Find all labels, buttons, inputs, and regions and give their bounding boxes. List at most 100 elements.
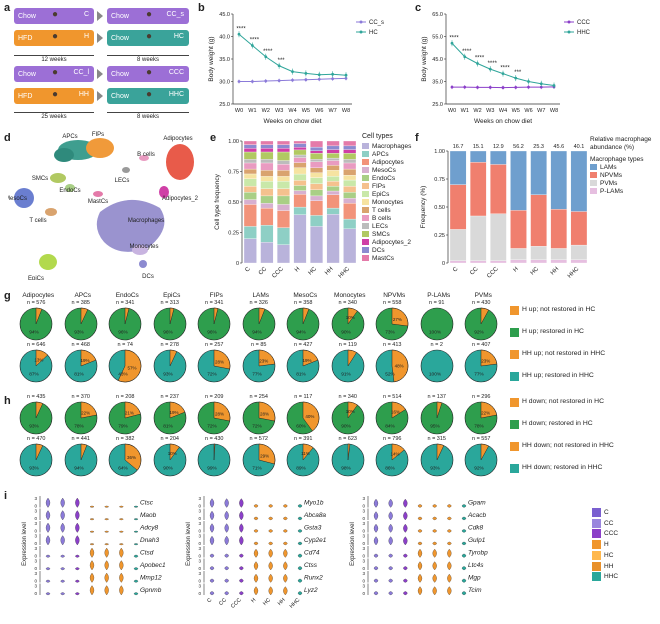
pie-pct-label: 86% [385,466,395,472]
legend-swatch [510,464,519,473]
violin-shape [89,518,95,521]
pie-n-label: n = 209 [204,394,224,400]
violin-shape [133,530,139,533]
pie-pct-label: 81% [163,424,173,430]
panel-label-i: i [4,490,8,502]
legend-label: Adipocytes_2 [372,239,412,246]
data-point [291,78,294,82]
data-point [277,79,281,82]
bar-segment-mastcs [343,140,357,147]
gene-label: Acacb [467,512,486,519]
violin-shape [417,529,423,533]
legend-item: Macrophages [362,143,411,151]
macrophage-types-title: Macrophage types [590,156,644,163]
pie-slice-not-restored [169,401,185,419]
y-axis-label: Expression level [186,522,192,566]
bar-segment-npvms [449,184,467,230]
y-tick-label: 0 [198,529,201,534]
cluster-label: DCs [142,274,154,280]
legend-item: SMCs [362,231,411,239]
violin-shape [447,504,452,508]
y-tick-label: 0 [198,579,201,584]
violin-shape [403,536,408,546]
violin-shape [75,522,80,533]
violin-shape [89,585,95,596]
y-tick-label: 0 [34,504,37,509]
violin-shape [60,579,65,583]
pie-chart: 16% 84% [375,401,409,435]
gene-label: Cdk8 [468,524,484,531]
bar-segment-monocytes [310,172,324,178]
cell-type-header: P-LAMs [427,292,451,299]
violin-shape [417,548,423,558]
violin-shape [119,547,124,558]
x-tick-label: HC [530,266,541,277]
legend-label: HH [604,562,614,570]
bar-segment-pvms [510,248,527,260]
y-tick-label: 3 [34,521,37,526]
pie-slice-not-restored [481,443,490,461]
cell-type-header: NPVMs [383,292,406,299]
bar-segment-lecs [343,159,357,164]
violin-shape [268,516,273,521]
bar-segment-pvms [469,215,487,261]
legend-label: H up; not restored in HC [522,306,596,313]
legend-item: T cells [362,207,411,215]
pie-chart: 28% 72% [197,401,231,435]
violin-shape [461,566,467,571]
bar-segment-mesocs [243,199,257,205]
gene-label: Ltc4s [468,562,484,569]
violin-shape [417,586,423,596]
pie-n-label: n = 557 [471,436,491,442]
x-tick-label: W6 [524,108,532,114]
violin-shape [239,591,244,596]
bar-segment-pvms [550,248,568,260]
pie-slice-not-restored [258,443,275,465]
significance-stars: *** [278,58,286,64]
violin-shape [60,554,65,558]
pie-slice-not-restored [303,307,310,325]
pie-pct-label: 72% [207,424,217,430]
bar-segment-b-cells [293,157,307,163]
violin-shape [224,566,229,571]
y-tick-label: 0 [362,504,365,509]
violin-shape [224,498,229,508]
pie-n-label: n = 85 [251,342,267,348]
violin-shape [417,541,423,546]
group-box-cc-s: Chow ● CC_s [107,8,189,24]
violin-shape [75,497,80,508]
pie-chart: 91% [331,349,365,383]
cell-type-header: Adipocytes [22,292,55,299]
pie-slice-pct: 10% [167,451,176,456]
bar-segment-mesocs [326,190,340,195]
pie-pct-label: 93% [74,330,84,336]
data-point [450,85,454,89]
violin-shape [133,543,139,546]
x-tick-label: CCC [486,266,500,280]
panel-label-b: b [198,2,205,14]
legend-item: H [592,540,618,551]
bar-segment-mesocs [310,195,324,201]
pie-pct-label: 78% [74,424,84,430]
data-point [488,85,492,89]
legend-swatch [362,199,369,206]
pie-chart: 19% 81% [64,349,98,383]
violin-shape [461,541,467,546]
abundance-label: 56.2 [513,144,524,150]
y-tick-label: 0 [236,261,239,267]
pie-chart: 95% [420,401,454,435]
y-axis-label: Expression level [22,522,28,566]
pie-slice-not-restored [80,307,88,325]
violin-shape [89,530,95,533]
violin-shape [461,504,467,508]
y-tick-label: 0 [198,554,201,559]
bar-segment-endocs [276,195,290,205]
legend-label: P-LAMs [600,188,624,195]
pie-pct-label: 89% [296,466,306,472]
pie-n-label: n = 204 [160,436,179,442]
data-point [463,55,467,59]
group-tick-label: HH [277,597,287,607]
pie-n-label: n = 470 [26,436,46,442]
arrow-icon [97,33,103,43]
abundance-label: 45.6 [553,144,564,150]
